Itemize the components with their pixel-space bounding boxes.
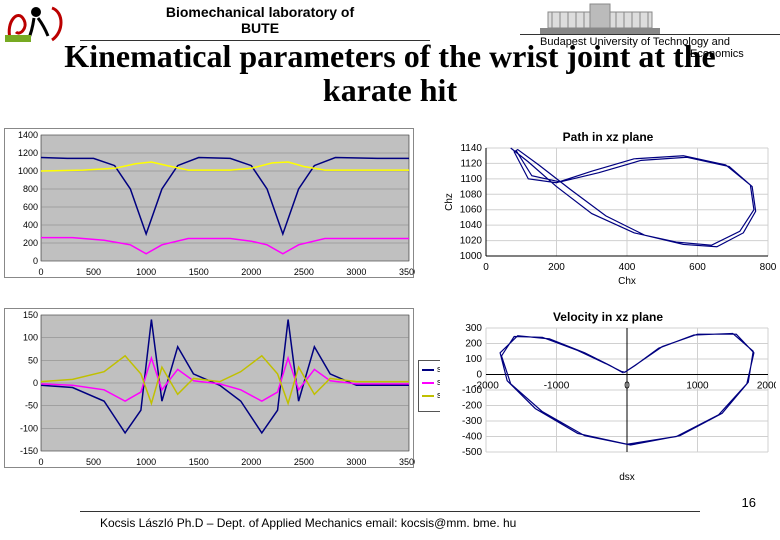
svg-text:600: 600 <box>689 262 706 273</box>
svg-text:3000: 3000 <box>346 457 366 467</box>
svg-text:1140: 1140 <box>460 144 482 154</box>
lab-line2: BUTE <box>241 20 279 36</box>
svg-text:200: 200 <box>465 339 482 350</box>
svg-text:1000: 1000 <box>460 251 483 262</box>
svg-text:0: 0 <box>476 370 482 381</box>
svg-text:1000: 1000 <box>136 457 156 467</box>
svg-text:1400: 1400 <box>18 130 38 140</box>
svg-text:0: 0 <box>33 378 38 388</box>
svg-text:1500: 1500 <box>189 457 209 467</box>
page-title: Kinematical parameters of the wrist join… <box>20 40 760 107</box>
chart-tr-title: Path in xz plane <box>440 130 776 144</box>
svg-text:200: 200 <box>23 238 38 248</box>
logo-left-icon <box>4 2 66 44</box>
chart-br-title: Velocity in xz plane <box>440 310 776 324</box>
chart-bottom-left: -150-100-5005010015005001000150020002500… <box>4 308 414 468</box>
lab-label: Biomechanical laboratory of BUTE <box>130 4 390 36</box>
svg-text:dsx: dsx <box>619 472 635 482</box>
lab-line1: Biomechanical laboratory of <box>166 4 354 20</box>
svg-text:400: 400 <box>619 262 636 273</box>
svg-text:300: 300 <box>465 324 482 334</box>
svg-text:1040: 1040 <box>460 220 483 231</box>
svg-text:-500: -500 <box>462 447 482 458</box>
chart-top-left: 0 200 400 600 800 1000 1200 1400 0 500 1000 1500 200… <box>4 128 414 278</box>
svg-text:100: 100 <box>23 333 38 343</box>
divider <box>80 511 700 512</box>
svg-text:-200: -200 <box>462 401 482 412</box>
svg-text:600: 600 <box>23 202 38 212</box>
svg-text:400: 400 <box>23 220 38 230</box>
svg-text:-400: -400 <box>462 432 482 443</box>
svg-text:-150: -150 <box>20 446 38 456</box>
svg-text:2000: 2000 <box>757 381 776 392</box>
chart-bottom-right: Velocity in xz plane -500 -400 -300 -200 -10… <box>440 308 776 483</box>
svg-text:-100: -100 <box>20 423 38 433</box>
svg-text:150: 150 <box>23 310 38 320</box>
svg-text:0: 0 <box>33 256 38 266</box>
svg-text:0: 0 <box>483 262 489 273</box>
svg-text:1200: 1200 <box>18 148 38 158</box>
svg-text:2000: 2000 <box>241 457 261 467</box>
svg-text:200: 200 <box>548 262 565 273</box>
svg-text:3000: 3000 <box>346 267 366 277</box>
footer-text: Kocsis László Ph.D – Dept. of Applied Me… <box>100 516 516 530</box>
chart-top-right: Path in xz plane 1000 1020 1040 1060 1080 110… <box>440 128 776 288</box>
divider <box>520 34 780 35</box>
svg-text:1060: 1060 <box>460 205 483 216</box>
svg-text:1080: 1080 <box>460 189 483 200</box>
svg-text:800: 800 <box>760 262 776 273</box>
svg-text:-50: -50 <box>25 401 38 411</box>
svg-text:2000: 2000 <box>241 267 261 277</box>
svg-text:1000: 1000 <box>18 166 38 176</box>
svg-text:1000: 1000 <box>686 381 709 392</box>
svg-text:1500: 1500 <box>189 267 209 277</box>
svg-text:-1000: -1000 <box>544 381 570 392</box>
svg-text:100: 100 <box>465 354 482 365</box>
svg-text:500: 500 <box>86 267 101 277</box>
svg-text:1020: 1020 <box>460 236 483 247</box>
page-number: 16 <box>742 495 756 510</box>
svg-text:0: 0 <box>38 457 43 467</box>
svg-text:-2000: -2000 <box>473 381 499 392</box>
svg-text:2500: 2500 <box>294 267 314 277</box>
svg-text:50: 50 <box>28 355 38 365</box>
svg-text:3500: 3500 <box>399 267 415 277</box>
logo-right-icon <box>540 2 660 36</box>
svg-text:800: 800 <box>23 184 38 194</box>
svg-text:-300: -300 <box>462 416 482 427</box>
svg-text:3500: 3500 <box>399 457 415 467</box>
svg-text:1100: 1100 <box>460 174 482 185</box>
svg-text:0: 0 <box>38 267 43 277</box>
svg-text:1120: 1120 <box>460 158 482 169</box>
svg-text:Chz: Chz <box>444 193 455 211</box>
svg-text:Chx: Chx <box>618 276 636 286</box>
svg-text:2500: 2500 <box>294 457 314 467</box>
svg-text:500: 500 <box>86 457 101 467</box>
svg-text:1000: 1000 <box>136 267 156 277</box>
